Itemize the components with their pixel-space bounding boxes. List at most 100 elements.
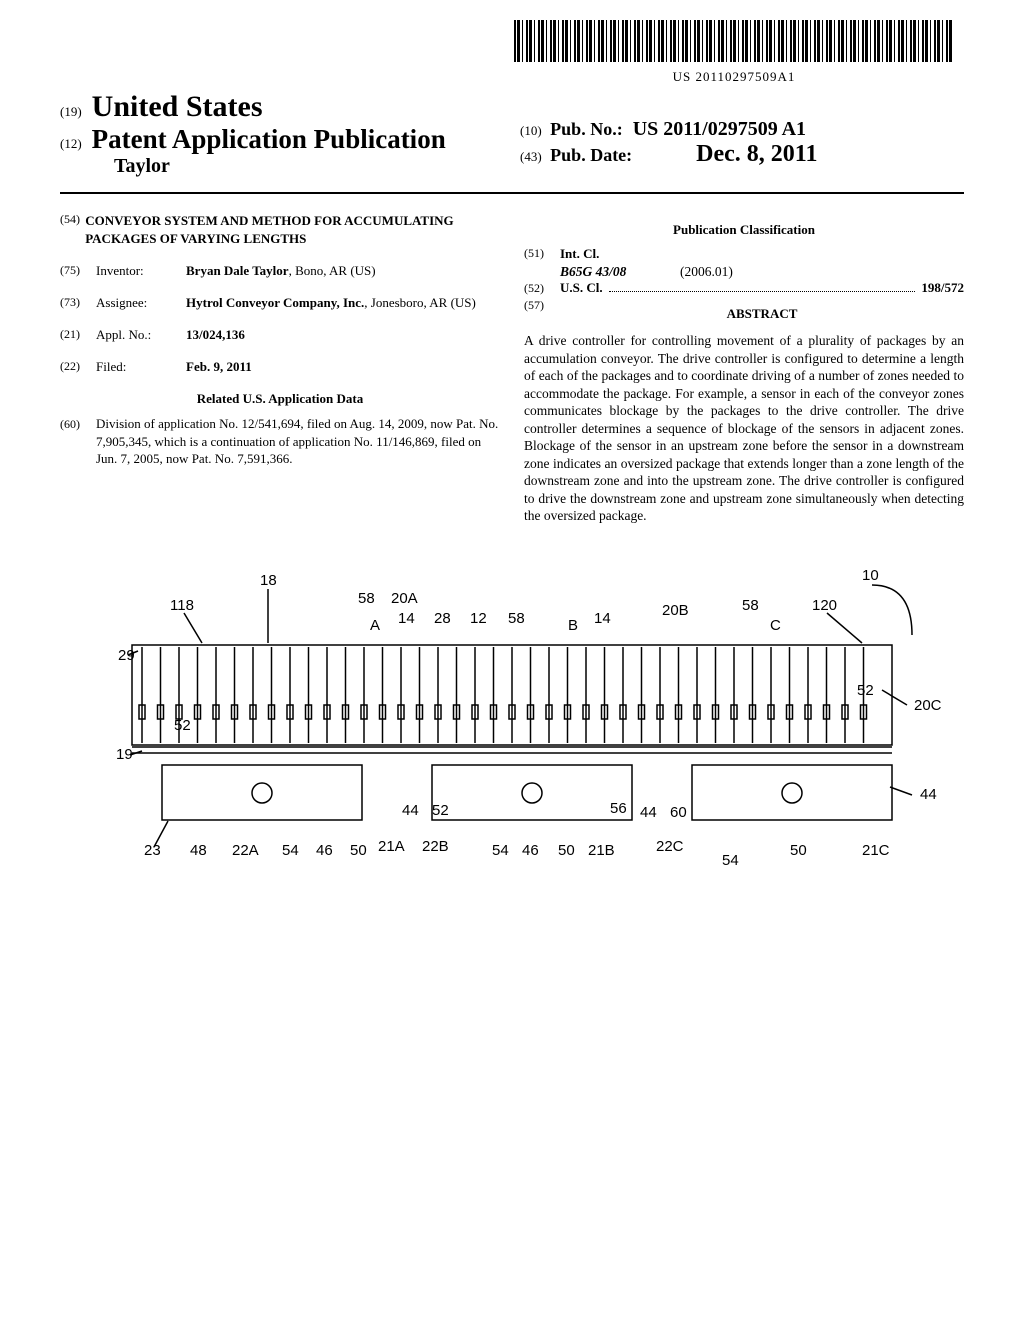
left-column: (54) CONVEYOR SYSTEM AND METHOD FOR ACCU… (60, 212, 500, 525)
filed-date: Feb. 9, 2011 (186, 359, 500, 375)
code-22: (22) (60, 359, 96, 375)
svg-text:A: A (370, 617, 380, 634)
svg-text:58: 58 (508, 610, 525, 627)
code-57: (57) (524, 298, 560, 330)
svg-text:54: 54 (282, 842, 299, 859)
title-block: (54) CONVEYOR SYSTEM AND METHOD FOR ACCU… (60, 212, 500, 247)
related-text: (60)Division of application No. 12/541,6… (60, 415, 500, 468)
svg-text:120: 120 (812, 597, 837, 614)
intcl-row: (51) Int. Cl. (524, 246, 964, 262)
code-54: (54) (60, 212, 85, 247)
svg-text:21C: 21C (862, 842, 890, 859)
svg-text:50: 50 (558, 842, 575, 859)
inventor-row: (75) Inventor: Bryan Dale Taylor, Bono, … (60, 263, 500, 279)
uscl-row: (52) U.S. Cl. 198/572 (524, 280, 964, 296)
svg-text:48: 48 (190, 842, 207, 859)
related-heading: Related U.S. Application Data (60, 391, 500, 407)
pub-date: Dec. 8, 2011 (696, 141, 817, 167)
svg-text:18: 18 (260, 572, 277, 589)
svg-text:56: 56 (610, 800, 627, 817)
svg-text:14: 14 (398, 610, 415, 627)
pub-no: US 2011/0297509 A1 (633, 118, 806, 140)
svg-text:10: 10 (862, 567, 879, 584)
body-columns: (54) CONVEYOR SYSTEM AND METHOD FOR ACCU… (60, 212, 964, 525)
uscl-value: 198/572 (921, 280, 964, 296)
intcl-date: (2006.01) (680, 264, 733, 280)
appl-label: Appl. No.: (96, 327, 186, 343)
svg-text:44: 44 (402, 802, 419, 819)
abstract-text: A drive controller for controlling movem… (524, 332, 964, 525)
appl-no: 13/024,136 (186, 327, 500, 343)
svg-text:52: 52 (432, 802, 449, 819)
svg-text:22A: 22A (232, 842, 259, 859)
code-12: (12) (60, 136, 82, 151)
svg-text:20C: 20C (914, 697, 942, 714)
publication-type: Patent Application Publication (92, 124, 446, 154)
inventor-label: Inventor: (96, 263, 186, 279)
code-52: (52) (524, 281, 560, 296)
svg-text:44: 44 (640, 804, 657, 821)
svg-text:46: 46 (522, 842, 539, 859)
filed-label: Filed: (96, 359, 186, 375)
barcode-number: US 20110297509A1 (504, 69, 964, 85)
svg-text:60: 60 (670, 804, 687, 821)
svg-text:23: 23 (144, 842, 161, 859)
uscl-label: U.S. Cl. (560, 280, 603, 296)
assignee-value: Hytrol Conveyor Company, Inc., Jonesboro… (186, 295, 500, 311)
figure-svg: 18 58 20A A 14 28 12 58 B 14 20B 58 C 12… (72, 555, 952, 935)
svg-text:58: 58 (742, 597, 759, 614)
code-21: (21) (60, 327, 96, 343)
code-19: (19) (60, 104, 82, 119)
barcode-block: US 20110297509A1 (504, 20, 964, 85)
svg-text:54: 54 (492, 842, 509, 859)
intcl-label: Int. Cl. (560, 246, 599, 262)
inventor-value: Bryan Dale Taylor, Bono, AR (US) (186, 263, 500, 279)
country: United States (92, 90, 263, 123)
svg-text:50: 50 (350, 842, 367, 859)
code-43: (43) (520, 149, 542, 164)
code-73: (73) (60, 295, 96, 311)
assignee-label: Assignee: (96, 295, 186, 311)
svg-text:22B: 22B (422, 838, 449, 855)
svg-text:C: C (770, 617, 781, 634)
svg-text:52: 52 (174, 717, 191, 734)
assignee-row: (73) Assignee: Hytrol Conveyor Company, … (60, 295, 500, 311)
svg-text:46: 46 (316, 842, 333, 859)
svg-text:14: 14 (594, 610, 611, 627)
svg-text:B: B (568, 617, 578, 634)
filed-row: (22) Filed: Feb. 9, 2011 (60, 359, 500, 375)
svg-text:22C: 22C (656, 838, 684, 855)
abstract-row: (57) ABSTRACT (524, 298, 964, 330)
intcl-code: B65G 43/08 (560, 264, 680, 280)
code-75: (75) (60, 263, 96, 279)
dot-leader (609, 291, 916, 292)
svg-text:20A: 20A (391, 590, 418, 607)
pub-date-label: Pub. Date: (546, 145, 633, 165)
svg-text:50: 50 (790, 842, 807, 859)
svg-text:52: 52 (857, 682, 874, 699)
code-10: (10) (520, 123, 542, 138)
patent-figure: 18 58 20A A 14 28 12 58 B 14 20B 58 C 12… (60, 555, 964, 940)
barcode-graphic (514, 20, 954, 62)
svg-text:21B: 21B (588, 842, 615, 859)
appl-row: (21) Appl. No.: 13/024,136 (60, 327, 500, 343)
intcl-code-row: B65G 43/08 (2006.01) (524, 264, 964, 280)
abstract-label: ABSTRACT (560, 306, 964, 322)
svg-text:28: 28 (434, 610, 451, 627)
svg-text:44: 44 (920, 786, 937, 803)
svg-text:54: 54 (722, 852, 739, 869)
svg-text:29: 29 (118, 647, 135, 664)
divider (60, 192, 964, 194)
code-51: (51) (524, 246, 560, 262)
svg-text:12: 12 (470, 610, 487, 627)
pub-no-label: Pub. No.: (546, 119, 623, 139)
svg-text:58: 58 (358, 590, 375, 607)
code-60: (60) (60, 416, 96, 432)
svg-text:118: 118 (170, 597, 194, 614)
svg-text:20B: 20B (662, 602, 689, 619)
right-column: Publication Classification (51) Int. Cl.… (524, 212, 964, 525)
classification-heading: Publication Classification (524, 222, 964, 238)
header-right: (10) Pub. No.: US 2011/0297509 A1 (43) P… (520, 118, 960, 168)
svg-text:21A: 21A (378, 838, 405, 855)
invention-title: CONVEYOR SYSTEM AND METHOD FOR ACCUMULAT… (85, 212, 500, 247)
